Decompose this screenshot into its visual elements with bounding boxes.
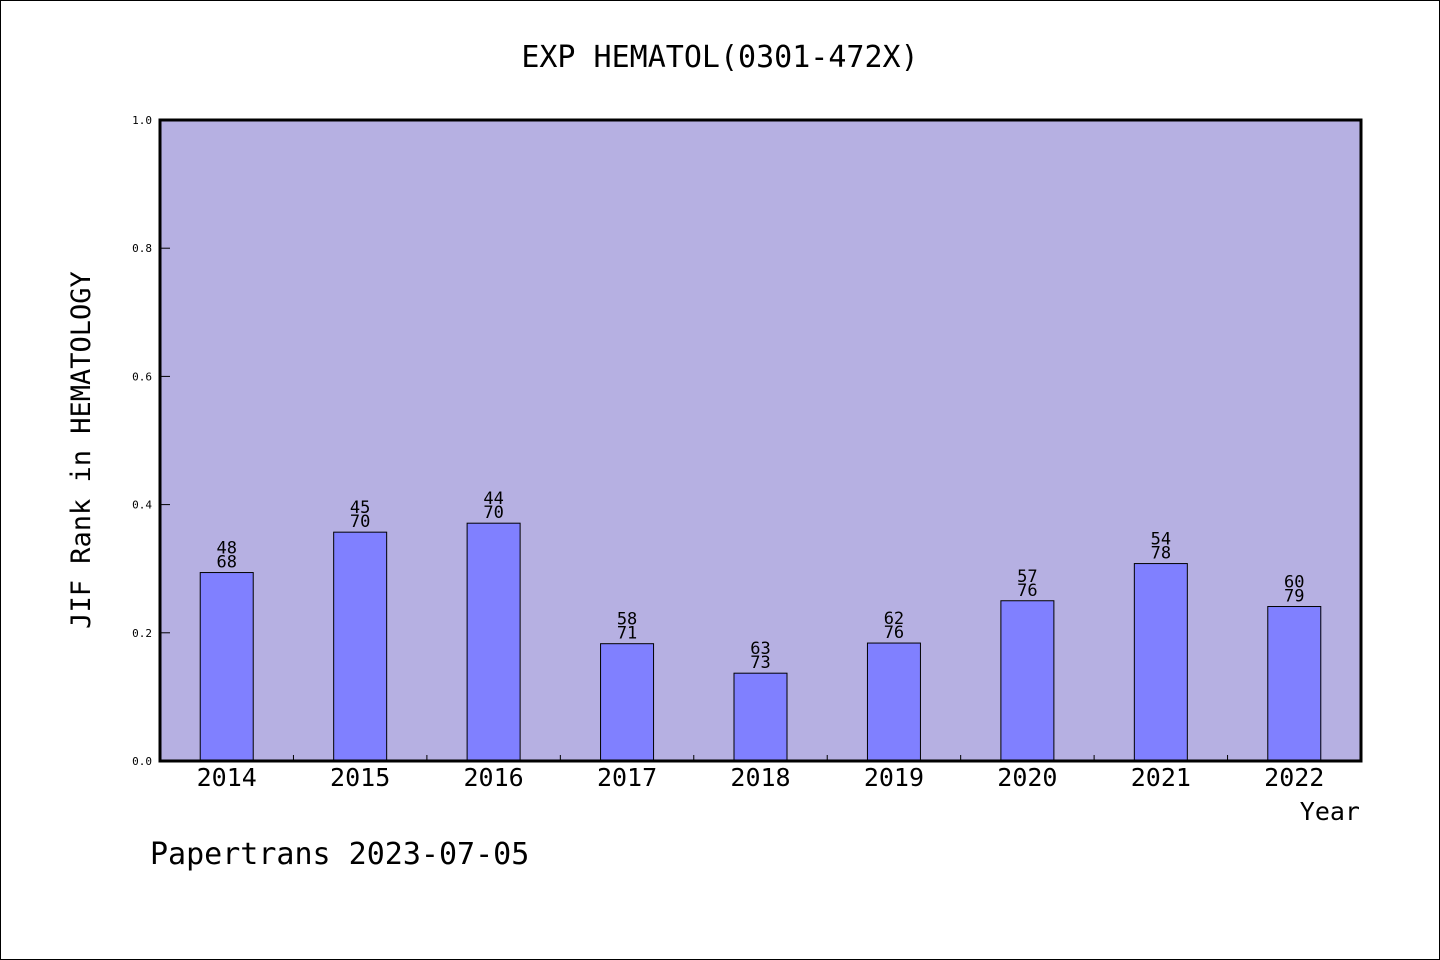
plot-border [158, 118, 1363, 763]
bar-2018 [733, 672, 788, 762]
bar-total-label: 70 [483, 503, 503, 523]
bar-rank-label: 63 [750, 639, 770, 659]
y-tick-label: 0.8 [132, 242, 152, 255]
bar-rank-label: 44 [483, 489, 503, 509]
bar-rank-label: 58 [617, 610, 637, 630]
y-axis-label: JIF Rank in HEMATOLOGY [66, 271, 97, 629]
bar-total-label: 78 [1151, 544, 1171, 564]
bar-2016 [466, 522, 521, 762]
x-tick-label: 2017 [597, 763, 657, 792]
bar-rank-label: 48 [216, 539, 236, 559]
bar-total-label: 68 [216, 553, 236, 573]
x-axis: 2014 2015 2016 2017 2018 2019 2020 2021 2022 [197, 755, 1324, 792]
y-tick-label: 0.6 [132, 370, 152, 383]
y-tick-label: 0.0 [132, 755, 152, 768]
bar-2014 [199, 572, 254, 762]
bar-2017 [600, 643, 655, 762]
x-tick-label: 2021 [1131, 763, 1191, 792]
y-tick-label: 0.4 [132, 499, 152, 512]
bar-rank-label: 62 [884, 609, 904, 629]
bar-rank-label: 60 [1284, 573, 1304, 593]
bar-rank-label: 45 [350, 498, 370, 518]
bar-2019 [866, 642, 921, 762]
bar-total-label: 71 [617, 624, 637, 644]
bar-series [199, 522, 1322, 762]
source-footer: Papertrans 2023-07-05 [150, 837, 529, 872]
bar-2020 [1000, 600, 1055, 762]
bar-total-label: 79 [1284, 587, 1304, 607]
chart-title: EXP HEMATOL(0301-472X) [521, 40, 918, 75]
x-tick-label: 2020 [997, 763, 1057, 792]
bar-total-label: 70 [350, 512, 370, 532]
bar-2015 [333, 531, 388, 762]
y-tick-label: 1.0 [132, 114, 152, 127]
x-tick-label: 2016 [464, 763, 524, 792]
bar-total-label: 76 [1017, 581, 1037, 601]
bar-2022 [1267, 606, 1322, 762]
x-axis-label: Year [1300, 797, 1360, 826]
x-tick-label: 2015 [330, 763, 390, 792]
x-tick-label: 2018 [730, 763, 790, 792]
bar-rank-label: 54 [1151, 530, 1171, 550]
x-tick-label: 2022 [1264, 763, 1324, 792]
bar-total-label: 76 [884, 623, 904, 643]
bar-rank-label: 57 [1017, 567, 1037, 587]
bar-2021 [1133, 563, 1188, 762]
x-tick-label: 2014 [197, 763, 257, 792]
x-tick-label: 2019 [864, 763, 924, 792]
y-tick-label: 0.2 [132, 627, 152, 640]
bar-total-label: 73 [750, 653, 770, 673]
